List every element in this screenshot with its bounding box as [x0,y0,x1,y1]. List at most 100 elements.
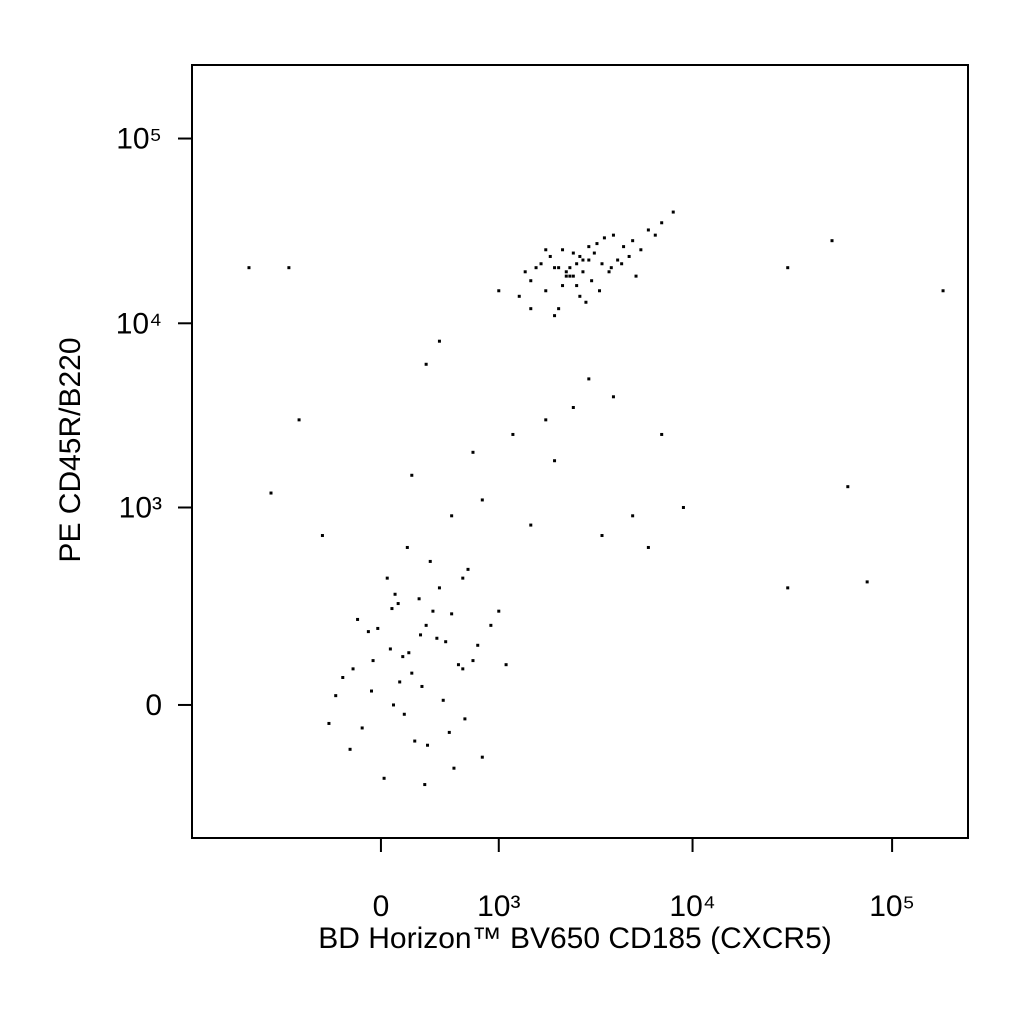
dot [480,755,484,759]
dot [571,274,575,278]
dot [382,776,386,780]
dot [539,262,543,266]
dot [660,221,664,225]
dot [561,284,565,288]
dot [334,694,338,698]
dot [410,671,414,675]
dot [426,743,430,747]
dot [247,266,251,270]
dot [587,258,591,262]
dot [517,294,521,298]
dot [590,279,594,283]
dot [441,698,445,702]
dot [428,559,432,563]
dot [544,248,548,252]
dot [846,485,850,489]
dot [571,251,575,255]
dot [450,612,454,616]
dot [578,294,582,298]
x-tick-label: 0 [373,890,390,923]
dot [941,289,945,293]
dot [269,491,273,495]
dot [393,592,397,596]
dot [369,689,373,693]
dot [476,643,480,647]
dot [420,684,424,688]
dot [602,236,606,240]
dot [568,274,572,278]
dot [320,534,324,538]
dot [627,254,631,258]
dot [587,245,591,249]
dot [463,717,467,721]
dot [553,314,557,318]
dot [371,659,375,663]
dot [544,289,548,293]
dot [497,289,501,293]
dot [523,270,527,274]
dot [511,432,515,436]
dot [611,233,615,237]
dot [786,586,790,590]
y-tick-label: 10⁵ [116,123,162,156]
dot [529,279,533,283]
dot [620,262,624,266]
dot [437,586,441,590]
dot [402,712,406,716]
dot [461,667,465,671]
dot [529,523,533,527]
dot [351,667,355,671]
dot [489,623,493,627]
dot [392,703,396,707]
x-tick-label: 10⁵ [869,890,915,923]
dot [548,254,552,258]
dot [581,258,585,262]
dot [341,675,345,679]
dot [646,228,650,232]
dot [671,210,675,214]
y-tick-label: 10⁴ [116,307,162,340]
dot [410,473,414,477]
dot [557,266,561,270]
dot [471,659,475,663]
dot [681,505,685,509]
dot [388,647,392,651]
dot [450,514,454,518]
x-tick-label: 10⁴ [669,890,715,923]
dot [424,623,428,627]
dot [398,680,402,684]
dot [497,609,501,613]
dot [553,266,557,270]
dot [578,254,582,258]
y-tick-label: 10³ [119,491,162,524]
x-axis-title: BD Horizon™ BV650 CD185 (CXCR5) [318,922,832,955]
dot [424,362,428,366]
dot [653,233,657,237]
dot [471,450,475,454]
dot [595,242,599,246]
dot [830,239,834,243]
dot [564,270,568,274]
dot [452,766,456,770]
dot [435,636,439,640]
x-tick-label: 10³ [477,890,520,923]
plot-frame [191,64,969,839]
dot [786,266,790,270]
dot [865,580,869,584]
dot [431,609,435,613]
dot [600,262,604,266]
dot [561,248,565,252]
dot [417,597,421,601]
dot [356,617,360,621]
dot [571,405,575,409]
dot [575,262,579,266]
dot [553,459,557,463]
dot [575,284,579,288]
y-tick-label: 0 [145,689,162,722]
dot [584,300,588,304]
dot [407,651,411,655]
dot [557,307,561,311]
dot [639,248,643,252]
